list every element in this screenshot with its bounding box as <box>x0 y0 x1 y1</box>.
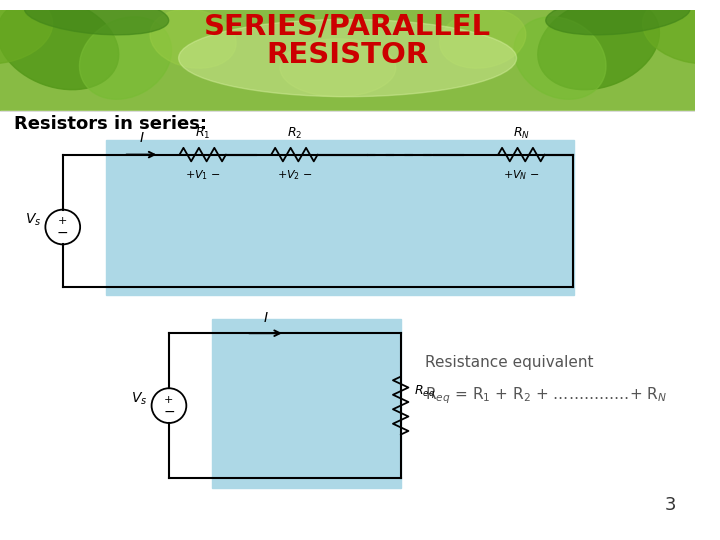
Text: $I$: $I$ <box>139 131 145 145</box>
Text: $I$: $I$ <box>263 310 269 325</box>
Text: $R_1$: $R_1$ <box>195 126 210 141</box>
Text: RESISTOR: RESISTOR <box>266 41 428 69</box>
Text: $R_2$: $R_2$ <box>287 126 302 141</box>
Ellipse shape <box>642 0 720 64</box>
Ellipse shape <box>0 0 53 64</box>
Text: R$_{eq}$ = R$_1$ + R$_2$ + ……………+ R$_N$: R$_{eq}$ = R$_1$ + R$_2$ + ……………+ R$_N$ <box>425 386 667 406</box>
Text: +: + <box>164 395 174 405</box>
Ellipse shape <box>24 0 168 35</box>
Ellipse shape <box>150 9 236 68</box>
Ellipse shape <box>546 0 690 35</box>
Text: 3: 3 <box>665 496 676 514</box>
Bar <box>107 140 575 295</box>
Text: +$V_2$ −: +$V_2$ − <box>276 168 312 182</box>
Text: +: + <box>58 216 68 226</box>
Text: +$V_N$ −: +$V_N$ − <box>503 168 540 182</box>
Ellipse shape <box>79 17 171 99</box>
Text: $V_s$: $V_s$ <box>131 390 148 407</box>
Ellipse shape <box>538 0 660 90</box>
Text: −: − <box>163 404 175 418</box>
Text: SERIES/PARALLEL: SERIES/PARALLEL <box>204 12 491 40</box>
Ellipse shape <box>0 0 119 90</box>
Text: Resistors in series:: Resistors in series: <box>14 114 207 133</box>
Bar <box>0 10 695 111</box>
Ellipse shape <box>179 19 516 97</box>
Ellipse shape <box>440 9 526 68</box>
Ellipse shape <box>280 39 396 97</box>
Bar <box>212 319 401 488</box>
Text: $R_{eq}$: $R_{eq}$ <box>414 383 436 400</box>
Text: Resistance equivalent: Resistance equivalent <box>425 355 593 370</box>
Text: $V_s$: $V_s$ <box>25 212 42 228</box>
Text: +$V_1$ −: +$V_1$ − <box>185 168 220 182</box>
Ellipse shape <box>514 17 606 99</box>
Text: $R_N$: $R_N$ <box>513 126 530 141</box>
Text: −: − <box>57 226 68 240</box>
Bar <box>0 111 695 531</box>
